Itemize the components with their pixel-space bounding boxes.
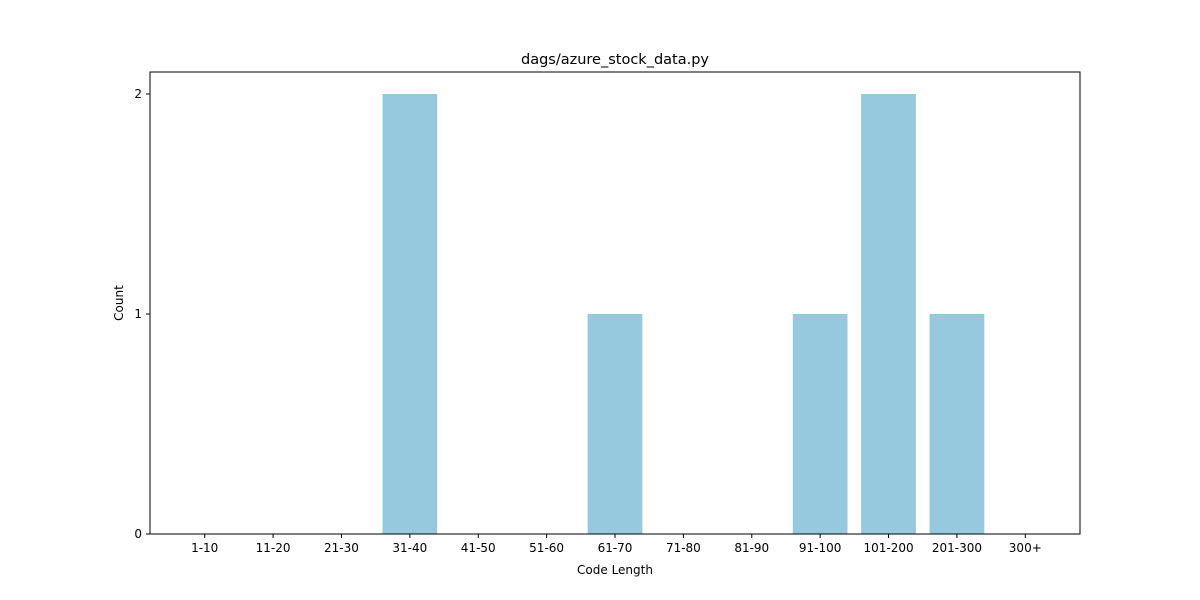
bar-101-200 [861, 94, 916, 534]
y-tick-label: 0 [134, 527, 142, 541]
x-tick-label: 71-80 [666, 541, 701, 555]
y-axis-ticks: 0 1 2 [134, 87, 150, 541]
x-tick-label: 31-40 [392, 541, 427, 555]
x-axis-ticks: 1-10 11-20 21-30 31-40 41-50 51-60 61-70 71-80 8… [191, 534, 1042, 555]
x-tick-label: 101-200 [863, 541, 913, 555]
x-tick-label: 201-300 [932, 541, 982, 555]
chart-title: dags/azure_stock_data.py [521, 52, 709, 68]
x-tick-label: 21-30 [324, 541, 359, 555]
y-axis-label: Count [112, 285, 126, 321]
bar-61-70 [587, 314, 643, 534]
x-tick-label: 11-20 [256, 541, 291, 555]
y-tick-label: 2 [134, 87, 142, 101]
x-tick-label: 81-90 [734, 541, 769, 555]
x-tick-label: 41-50 [461, 541, 496, 555]
y-tick-label: 1 [134, 307, 142, 321]
bar-31-40 [382, 94, 438, 534]
x-axis-label: Code Length [577, 563, 653, 577]
x-tick-label: 1-10 [191, 541, 218, 555]
x-tick-label: 300+ [1009, 541, 1042, 555]
bar-201-300 [929, 314, 985, 534]
x-tick-label: 51-60 [529, 541, 564, 555]
bars-group [382, 94, 985, 534]
x-tick-label: 91-100 [799, 541, 842, 555]
bar-91-100 [792, 314, 848, 534]
x-tick-label: 61-70 [598, 541, 633, 555]
